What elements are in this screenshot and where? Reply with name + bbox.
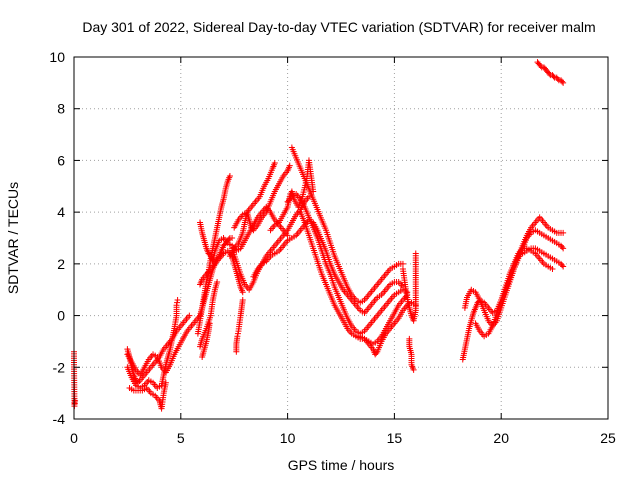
y-axis-label: SDTVAR / TECUs: [5, 182, 21, 294]
y-tick-label: -2: [53, 359, 66, 375]
series-t1: [124, 312, 193, 386]
y-tick-label: 6: [57, 152, 65, 168]
x-axis-label: GPS time / hours: [288, 457, 395, 473]
data-point: [546, 70, 553, 77]
data-point: [239, 297, 246, 304]
data-point: [537, 63, 544, 70]
data-point: [560, 263, 567, 270]
series-t8: [197, 278, 221, 350]
x-tick-label: 5: [177, 430, 185, 446]
series-t4: [124, 235, 236, 379]
data-point: [554, 75, 561, 82]
series-t20: [399, 250, 419, 324]
series-t18: [267, 157, 317, 234]
series-t0: [71, 348, 79, 410]
y-tick-label: 0: [57, 308, 65, 324]
data-point: [234, 333, 241, 340]
series-t9: [199, 320, 213, 360]
y-tick-label: 8: [57, 101, 65, 117]
series-t12: [231, 160, 278, 231]
data-points: [71, 59, 567, 412]
data-point: [186, 312, 193, 319]
data-point: [214, 278, 221, 285]
data-point: [559, 244, 566, 251]
y-tick-label: 4: [57, 204, 65, 220]
y-tick-label: 2: [57, 256, 65, 272]
data-point: [72, 397, 79, 404]
series-t23: [461, 214, 567, 329]
data-point: [549, 266, 556, 273]
x-tick-label: 0: [70, 430, 78, 446]
x-tick-label: 20: [493, 430, 509, 446]
data-point: [173, 302, 180, 309]
data-point: [410, 366, 417, 373]
series-t24: [472, 245, 556, 340]
x-tick-label: 25: [600, 430, 616, 446]
data-point: [310, 188, 317, 195]
data-point: [550, 73, 557, 80]
data-point: [229, 235, 236, 241]
series-t11: [226, 162, 293, 260]
data-point: [271, 160, 278, 167]
data-point: [560, 79, 567, 86]
series-t13: [233, 297, 246, 355]
data-point: [206, 320, 213, 327]
chart-title: Day 301 of 2022, Sidereal Day-to-day VTE…: [82, 19, 595, 35]
x-tick-label: 10: [280, 430, 296, 446]
series-t25: [506, 245, 567, 278]
data-point: [412, 250, 419, 257]
data-point: [559, 262, 566, 269]
data-point: [162, 379, 169, 386]
data-point: [174, 299, 181, 306]
data-point: [226, 172, 233, 179]
data-point: [560, 245, 567, 252]
series-t26: [534, 59, 567, 86]
data-point: [286, 162, 293, 169]
series-t10: [229, 193, 312, 293]
data-point: [373, 350, 380, 357]
y-tick-label: -4: [53, 411, 66, 427]
y-tick-label: 10: [49, 49, 65, 65]
series-t2: [124, 297, 181, 391]
axis-ticks: 0 5 10 15 20 25 -4 -2 0 2 4 6 8 10: [49, 49, 616, 446]
data-point: [174, 297, 181, 304]
data-point: [234, 330, 241, 337]
data-point: [239, 289, 246, 296]
data-point: [399, 260, 406, 267]
plot-frame: [73, 56, 609, 420]
x-tick-label: 15: [387, 430, 403, 446]
data-point: [559, 78, 566, 85]
series-t21: [406, 335, 417, 373]
data-point: [560, 229, 567, 236]
series-t3: [126, 379, 169, 412]
